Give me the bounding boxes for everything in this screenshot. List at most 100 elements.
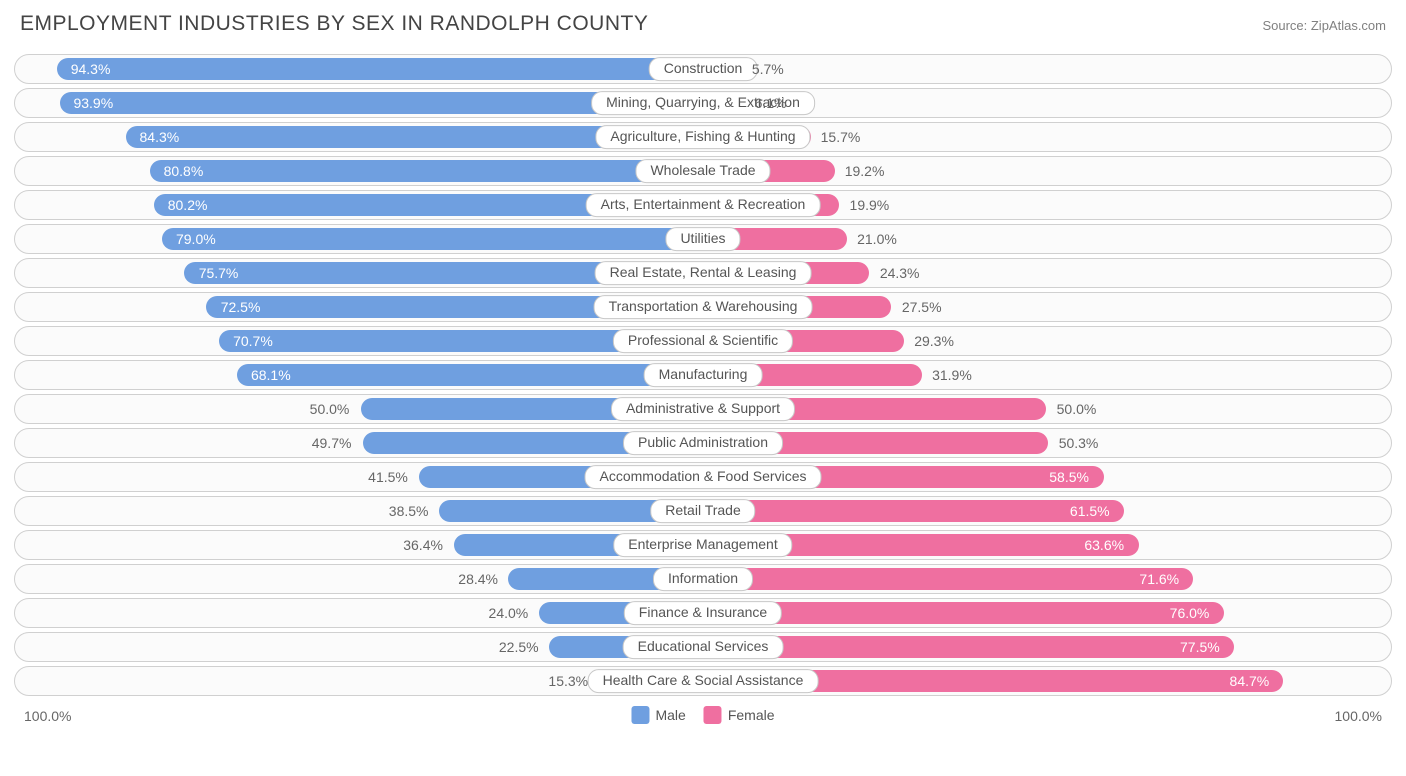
axis-right-label: 100.0% [1335,708,1382,724]
bar-male [150,160,703,182]
male-pct-label: 38.5% [389,503,429,519]
source-prefix: Source: [1262,18,1310,33]
bar-female [703,500,1124,522]
female-pct-label: 50.3% [1059,435,1099,451]
male-pct-label: 75.7% [199,265,239,281]
axis-left-label: 100.0% [24,708,71,724]
bar-track: Health Care & Social Assistance15.3%84.7… [14,666,1392,696]
bar-track: Real Estate, Rental & Leasing75.7%24.3% [14,258,1392,288]
bar-track: Mining, Quarrying, & Extraction93.9%6.1% [14,88,1392,118]
male-pct-label: 80.8% [164,163,204,179]
chart-row: Utilities 79.0% 21.0% [14,224,1392,254]
category-label: Information [653,567,753,591]
category-label: Professional & Scientific [613,329,793,353]
female-pct-label: 6.1% [755,95,787,111]
chart-row: Wholesale Trade80.8%19.2% [14,156,1392,186]
female-pct-label: 76.0% [1170,605,1210,621]
female-pct-label: 50.0% [1057,401,1097,417]
male-pct-label: 72.5% [221,299,261,315]
female-pct-label: 58.5% [1049,469,1089,485]
chart-row: Educational Services 22.5% 77.5% [14,632,1392,662]
chart-legend: Male Female [631,706,774,724]
category-label: Enterprise Management [613,533,792,557]
bar-track: Public Administration 49.7% 50.3% [14,428,1392,458]
male-pct-label: 70.7% [233,333,273,349]
male-pct-label: 68.1% [251,367,291,383]
category-label: Educational Services [623,635,784,659]
category-label: Transportation & Warehousing [594,295,813,319]
chart-row: Finance & Insurance 24.0% 76.0% [14,598,1392,628]
category-label: Administrative & Support [611,397,795,421]
chart-row: Agriculture, Fishing & Hunting84.3%15.7% [14,122,1392,152]
category-label: Construction [649,57,758,81]
category-label: Retail Trade [650,499,755,523]
source-name: ZipAtlas.com [1311,18,1386,33]
female-pct-label: 84.7% [1230,673,1270,689]
bar-track: Manufacturing 68.1% 31.9% [14,360,1392,390]
female-pct-label: 15.7% [821,129,861,145]
legend-male-swatch [631,706,649,724]
female-pct-label: 21.0% [857,231,897,247]
category-label: Wholesale Trade [635,159,770,183]
chart-header: EMPLOYMENT INDUSTRIES BY SEX IN RANDOLPH… [14,12,1392,36]
male-pct-label: 50.0% [310,401,350,417]
chart-rows: Construction94.3%5.7%Mining, Quarrying, … [14,54,1392,696]
chart-row: Construction94.3%5.7% [14,54,1392,84]
chart-row: Administrative & Support 50.0% 50.0% [14,394,1392,424]
female-pct-label: 77.5% [1180,639,1220,655]
category-label: Utilities [665,227,740,251]
chart-row: Professional & Scientific70.7%29.3% [14,326,1392,356]
female-pct-label: 61.5% [1070,503,1110,519]
male-pct-label: 94.3% [71,61,111,77]
bar-track: Utilities 79.0% 21.0% [14,224,1392,254]
male-pct-label: 28.4% [458,571,498,587]
male-pct-label: 36.4% [403,537,443,553]
legend-female-swatch [704,706,722,724]
bar-track: Agriculture, Fishing & Hunting84.3%15.7% [14,122,1392,152]
bar-male [237,364,703,386]
male-pct-label: 49.7% [312,435,352,451]
legend-male: Male [631,706,685,724]
male-pct-label: 80.2% [168,197,208,213]
bar-track: Retail Trade 38.5% 61.5% [14,496,1392,526]
category-label: Accommodation & Food Services [585,465,822,489]
bar-track: Finance & Insurance 24.0% 76.0% [14,598,1392,628]
female-pct-label: 24.3% [880,265,920,281]
chart-title: EMPLOYMENT INDUSTRIES BY SEX IN RANDOLPH… [20,12,648,36]
bar-male [57,58,703,80]
category-label: Arts, Entertainment & Recreation [586,193,821,217]
female-pct-label: 71.6% [1139,571,1179,587]
bar-female [703,568,1193,590]
female-pct-label: 31.9% [932,367,972,383]
male-pct-label: 41.5% [368,469,408,485]
category-label: Agriculture, Fishing & Hunting [595,125,810,149]
chart-row: Retail Trade 38.5% 61.5% [14,496,1392,526]
male-pct-label: 22.5% [499,639,539,655]
chart-footer: 100.0% Male Female 100.0% [14,704,1392,732]
bar-track: Transportation & Warehousing72.5%27.5% [14,292,1392,322]
male-pct-label: 93.9% [73,95,113,111]
male-pct-label: 79.0% [176,231,216,247]
source-attribution: Source: ZipAtlas.com [1262,18,1386,33]
bar-track: Arts, Entertainment & Recreation80.2%19.… [14,190,1392,220]
category-label: Public Administration [623,431,783,455]
bar-male [162,228,703,250]
chart-row: Information 28.4% 71.6% [14,564,1392,594]
category-label: Finance & Insurance [624,601,782,625]
bar-track: Wholesale Trade80.8%19.2% [14,156,1392,186]
chart-row: Arts, Entertainment & Recreation80.2%19.… [14,190,1392,220]
legend-female-label: Female [728,707,775,723]
bar-track: Administrative & Support 50.0% 50.0% [14,394,1392,424]
bar-track: Construction94.3%5.7% [14,54,1392,84]
male-pct-label: 15.3% [548,673,588,689]
chart-row: Public Administration 49.7% 50.3% [14,428,1392,458]
bar-track: Accommodation & Food Services 41.5% 58.5% [14,462,1392,492]
male-pct-label: 24.0% [489,605,529,621]
chart-row: Mining, Quarrying, & Extraction93.9%6.1% [14,88,1392,118]
female-pct-label: 63.6% [1084,537,1124,553]
chart-row: Health Care & Social Assistance15.3%84.7… [14,666,1392,696]
category-label: Manufacturing [644,363,763,387]
chart-row: Transportation & Warehousing72.5%27.5% [14,292,1392,322]
chart-row: Enterprise Management 36.4% 63.6% [14,530,1392,560]
bar-track: Information 28.4% 71.6% [14,564,1392,594]
